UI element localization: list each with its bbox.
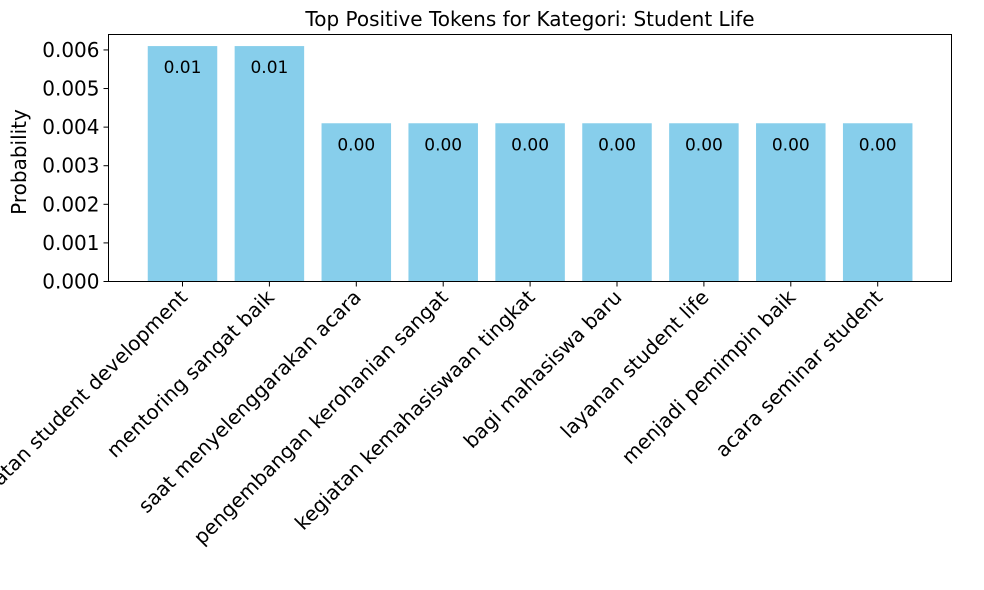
x-tick-label: bagi mahasiswa baru bbox=[459, 285, 627, 453]
plot-frame bbox=[108, 34, 952, 282]
bar bbox=[234, 46, 305, 282]
data-label: 0.01 bbox=[250, 58, 288, 78]
data-label: 0.00 bbox=[337, 135, 375, 155]
y-tick-label: 0.006 bbox=[42, 38, 99, 62]
data-label: 0.00 bbox=[424, 135, 462, 155]
bar bbox=[321, 123, 392, 282]
y-axis-label: Probability bbox=[7, 109, 31, 215]
data-label: 0.00 bbox=[859, 135, 897, 155]
data-label: 0.00 bbox=[598, 135, 636, 155]
data-label: 0.00 bbox=[772, 135, 810, 155]
y-tick-label: 0.005 bbox=[42, 77, 99, 101]
y-tick-label: 0.003 bbox=[42, 154, 99, 178]
x-tick-label: mentoring sangat baik bbox=[102, 285, 280, 463]
x-tick-label: layanan student life bbox=[556, 285, 714, 443]
chart-title: Top Positive Tokens for Kategori: Studen… bbox=[304, 7, 754, 31]
bar bbox=[669, 123, 739, 282]
data-label: 0.00 bbox=[685, 135, 723, 155]
y-tick-label: 0.001 bbox=[42, 231, 99, 255]
y-tick-label: 0.004 bbox=[42, 115, 99, 139]
bar bbox=[582, 123, 652, 282]
bar bbox=[756, 123, 826, 282]
bar bbox=[842, 123, 913, 282]
plot-area: 0.0000.0010.0020.0030.0040.0050.0060.01k… bbox=[0, 38, 913, 549]
bar bbox=[495, 123, 565, 282]
y-tick-label: 0.002 bbox=[42, 192, 99, 216]
bar bbox=[408, 123, 478, 282]
data-label: 0.00 bbox=[511, 135, 549, 155]
data-label: 0.01 bbox=[164, 58, 202, 78]
y-tick-label: 0.000 bbox=[42, 270, 99, 294]
x-tick-label: menjadi pemimpin baik bbox=[617, 285, 801, 469]
bar bbox=[147, 46, 218, 282]
x-tick-label: acara seminar student bbox=[710, 285, 887, 462]
